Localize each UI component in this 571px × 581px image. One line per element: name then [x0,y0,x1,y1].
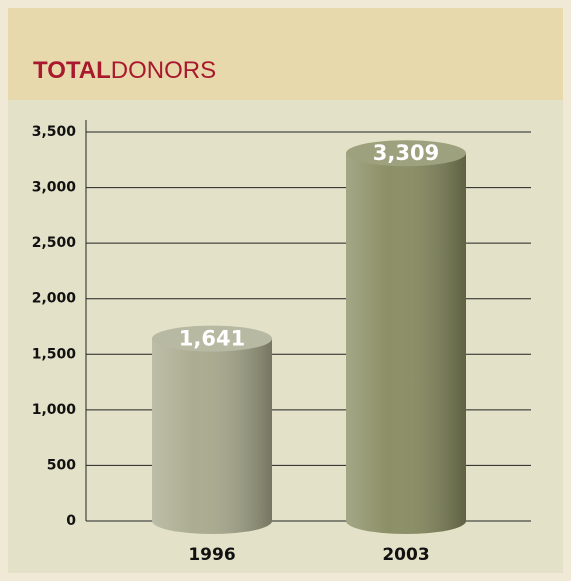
bar-shade [152,338,272,521]
y-tick-label: 2,000 [32,291,77,307]
title-light: DONORS [111,57,216,84]
bar-shade [346,153,466,522]
chart-panel [8,100,563,573]
y-tick-label: 1,500 [32,346,77,362]
x-tick-label: 2003 [382,545,429,565]
bar-top-highlight [152,325,272,352]
y-tick-label: 500 [47,457,76,473]
title-bold: TOTAL [33,57,111,84]
bar-top [346,140,466,167]
y-tick-label: 2,500 [32,235,77,251]
bar-top [152,325,272,352]
y-tick-label: 0 [66,513,76,529]
header-band [8,8,563,100]
y-tick-label: 3,000 [32,180,77,196]
bar-top-highlight [346,140,466,167]
y-tick-label: 1,000 [32,402,77,418]
x-tick-label: 1996 [188,545,235,565]
value-label: 1,641 [179,327,245,351]
chart-title: TOTALDONORS [33,57,216,84]
value-label: 3,309 [373,141,439,165]
y-tick-label: 3,500 [32,124,77,140]
